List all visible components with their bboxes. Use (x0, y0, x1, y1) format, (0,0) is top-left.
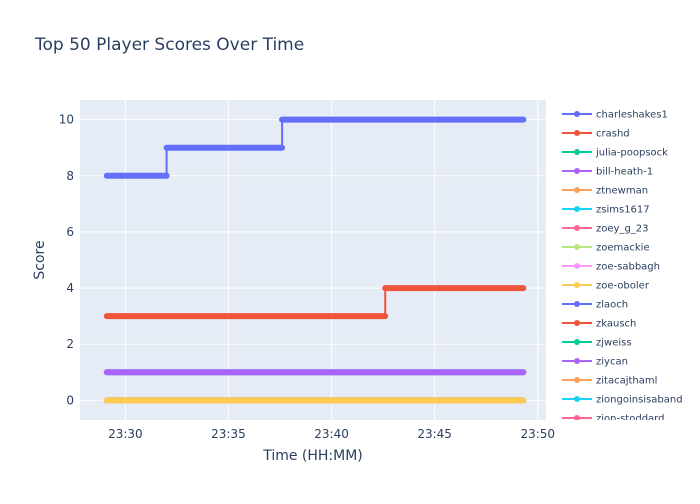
legend-swatch-marker (574, 168, 580, 174)
x-tick-label: 23:45 (417, 427, 452, 441)
legend-swatch-marker (574, 396, 580, 402)
legend-item[interactable]: zsims1617 (562, 205, 650, 216)
x-axis-title: Time (HH:MM) (262, 448, 363, 464)
x-tick-label: 23:35 (211, 427, 246, 441)
legend-label: ziycan (596, 357, 628, 368)
legend-label: zoe-oboler (596, 281, 650, 292)
legend-swatch-marker (574, 263, 580, 269)
y-axis-ticks: 0 2 4 6 8 10 (59, 113, 74, 408)
legend-label: zoemackie (596, 243, 650, 254)
x-tick-label: 23:30 (108, 427, 143, 441)
legend-swatch-marker (574, 377, 580, 383)
legend-swatch-marker (574, 206, 580, 212)
y-axis-title: Score (32, 240, 48, 279)
legend-swatch-marker (574, 225, 580, 231)
y-tick-label: 8 (66, 169, 74, 183)
legend-item[interactable]: zjweiss (562, 338, 632, 349)
legend-label: zitacajthaml (596, 376, 657, 387)
legend-swatch-marker (574, 149, 580, 155)
legend-label: zkausch (596, 319, 636, 330)
legend-label: zlaoch (596, 300, 628, 311)
legend-swatch-marker (574, 111, 580, 117)
y-tick-label: 6 (66, 225, 74, 239)
legend-label: zjweiss (596, 338, 632, 349)
legend-label: crashd (596, 129, 630, 140)
legend-swatch-marker (574, 282, 580, 288)
legend-item[interactable]: zlaoch (562, 300, 628, 311)
legend-item[interactable]: bill-heath-1 (562, 167, 653, 178)
legend-item[interactable]: zion-stoddard (562, 414, 664, 425)
legend-label: ziongoinsisaband (596, 395, 683, 406)
legend-swatch-marker (574, 244, 580, 250)
legend-item[interactable]: zoe-oboler (562, 281, 650, 292)
legend-swatch-marker (574, 358, 580, 364)
y-tick-label: 10 (59, 113, 74, 127)
legend-label: zoey_g_23 (596, 224, 649, 235)
y-tick-label: 4 (66, 281, 74, 295)
legend-item[interactable]: zoemackie (562, 243, 650, 254)
legend-label: zion-stoddard (596, 414, 664, 425)
x-axis-ticks: 23:30 23:35 23:40 23:45 23:50 (108, 427, 555, 441)
legend-label: bill-heath-1 (596, 167, 653, 178)
legend-label: zoe-sabbagh (596, 262, 660, 273)
x-tick-label: 23:50 (520, 427, 555, 441)
legend-label: julia-poopsock (595, 148, 668, 159)
legend-swatch-marker (574, 320, 580, 326)
legend-item[interactable]: zoe-sabbagh (562, 262, 660, 273)
legend-item[interactable]: ziycan (562, 357, 628, 368)
y-tick-label: 2 (66, 337, 74, 351)
chart-title: Top 50 Player Scores Over Time (34, 35, 304, 55)
legend-label: zsims1617 (596, 205, 650, 216)
legend-label: charleshakes1 (596, 110, 668, 121)
legend-swatch-marker (574, 301, 580, 307)
legend-label: ztnewman (596, 186, 648, 197)
y-tick-label: 0 (66, 393, 74, 407)
legend-swatch-marker (574, 339, 580, 345)
legend[interactable]: charleshakes1 crashd julia-poopsock bill-he… (562, 110, 683, 425)
x-tick-label: 23:40 (314, 427, 349, 441)
legend-item[interactable]: crashd (562, 129, 630, 140)
legend-item[interactable]: ziongoinsisaband (562, 395, 683, 406)
legend-item[interactable]: julia-poopsock (562, 148, 668, 159)
legend-swatch-marker (574, 187, 580, 193)
legend-item[interactable]: zitacajthaml (562, 376, 657, 387)
legend-item[interactable]: zkausch (562, 319, 636, 330)
legend-item[interactable]: zoey_g_23 (562, 224, 649, 235)
legend-item[interactable]: charleshakes1 (562, 110, 668, 121)
legend-item[interactable]: ztnewman (562, 186, 648, 197)
legend-swatch-marker (574, 130, 580, 136)
legend-swatch-marker (574, 415, 580, 421)
